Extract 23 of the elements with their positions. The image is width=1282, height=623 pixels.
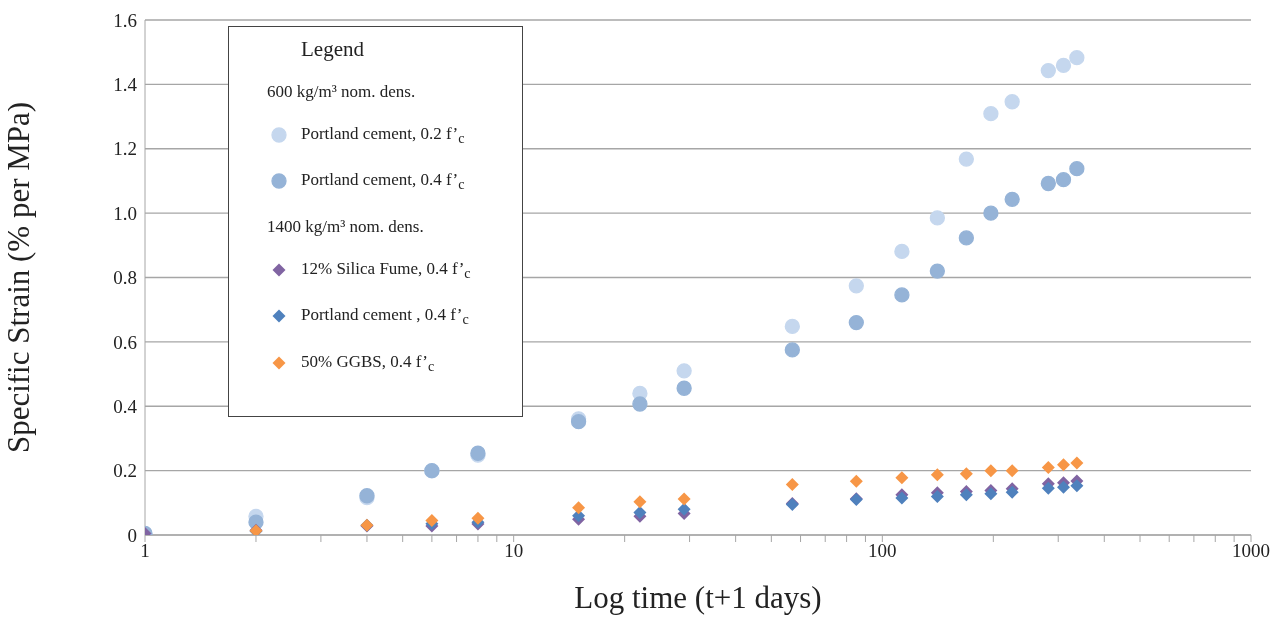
annotation: 600 kg/m³ nom. dens. [267, 82, 417, 102]
x-tick-label: 100 [868, 540, 897, 562]
legend-title: Legend [301, 37, 365, 62]
y-tick-label: 1.0 [113, 202, 137, 224]
legend-label: Portland cement , 0.4 f’$_{c}$ [301, 305, 469, 328]
legend-label: 12% Silica Fume, 0.4 f’$_{c}$ [301, 258, 471, 282]
y-tick-label: 1.6 [113, 9, 137, 31]
x-tick-label: 1 [140, 540, 150, 562]
y-tick-label: 1.4 [113, 74, 138, 96]
y-tick-label: 0.2 [113, 460, 137, 482]
legend-label: Portland cement, 0.2 f’$_{c}$ [301, 124, 465, 147]
legend-label: 50% GGBS, 0.4 f’$_{c}$ [301, 351, 435, 374]
y-tick-label: 0.6 [113, 331, 137, 353]
x-tick-label: 10 [504, 540, 524, 562]
x-tick-label: 1000 [1232, 540, 1270, 562]
y-tick-label: 0.8 [113, 267, 137, 289]
legend-label: Portland cement, 0.4 f’$_{c}$ [301, 170, 465, 193]
x-axis-title: Log time (t+1 days) [574, 580, 822, 615]
y-tick-label: 0 [127, 524, 137, 546]
y-tick-label: 1.2 [113, 138, 137, 160]
y-axis-title: Specific Strain (% per MPa) [1, 101, 37, 454]
y-tick-label: 0.4 [113, 395, 138, 417]
annotation: 1400 kg/m³ nom. dens. [267, 216, 425, 237]
